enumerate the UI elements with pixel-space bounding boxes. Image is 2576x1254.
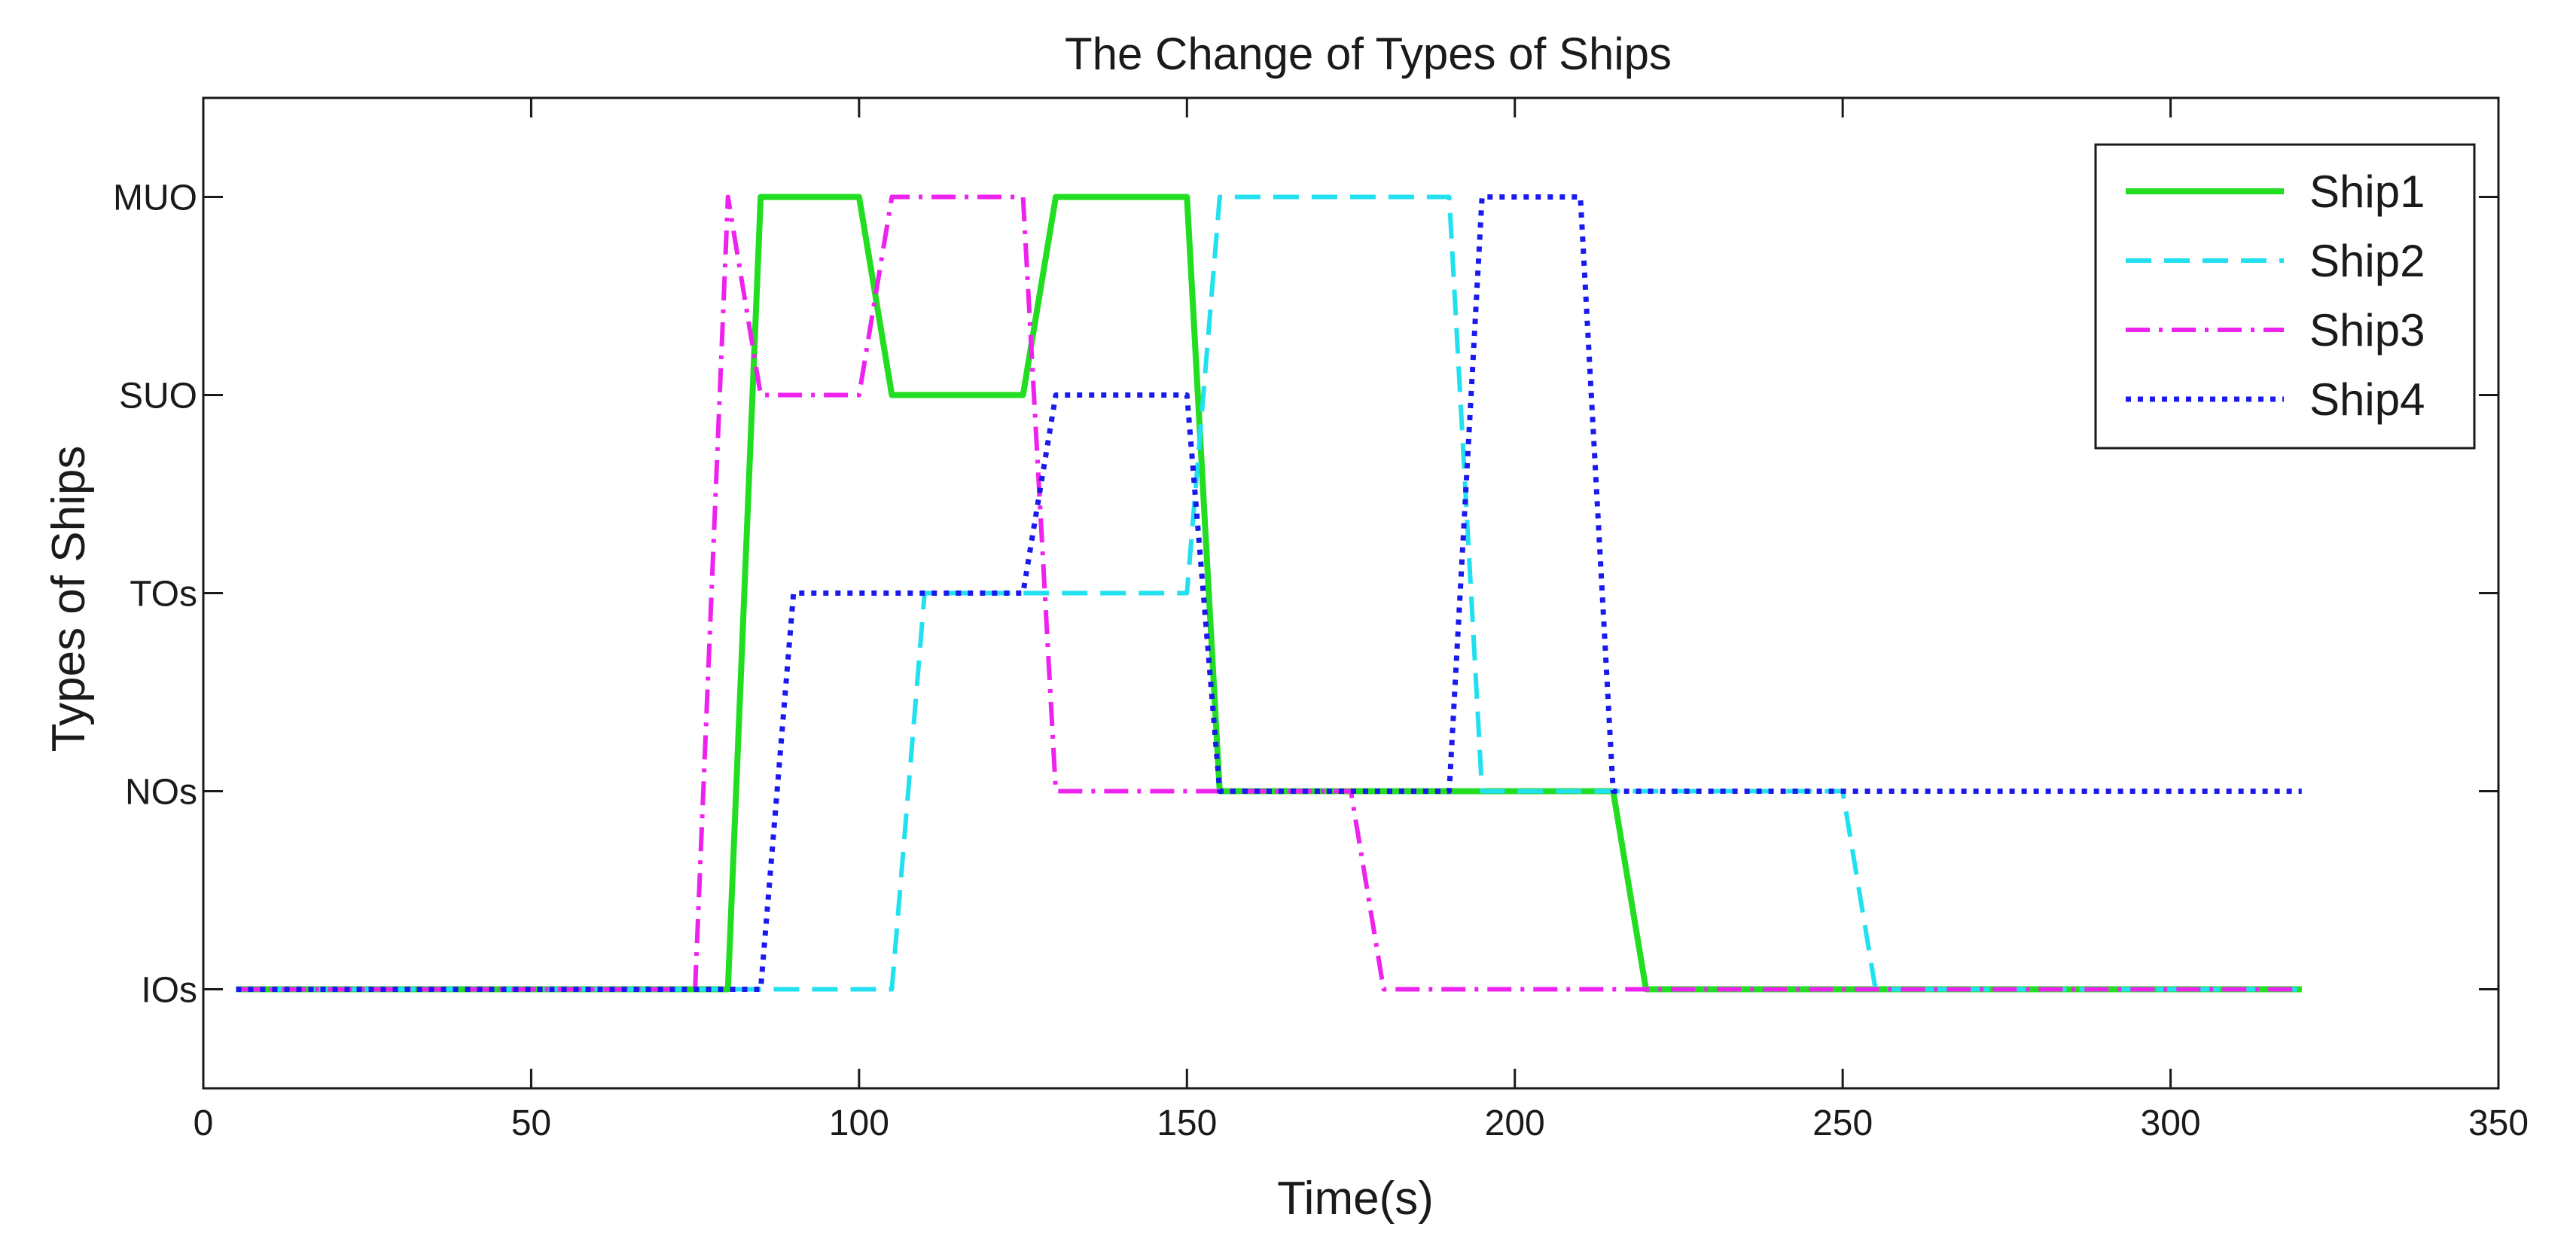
x-tick-label: 150: [1157, 1103, 1217, 1143]
y-tick-label: NOs: [125, 773, 197, 813]
chart-title: The Change of Types of Ships: [1065, 29, 1672, 79]
y-tick-label: SUO: [119, 377, 197, 416]
legend-label-ship3: Ship3: [2309, 305, 2425, 355]
y-axis-label: Types of Ships: [43, 446, 95, 752]
x-tick-label: 250: [1812, 1103, 1873, 1143]
legend-label-ship4: Ship4: [2309, 374, 2425, 425]
y-tick-label: TOs: [130, 575, 197, 615]
series-line-ship2: [236, 194, 2302, 992]
series-line-ship3: [236, 194, 2302, 992]
series-line-ship4: [236, 194, 2302, 992]
x-axis-label: Time(s): [1277, 1173, 1434, 1225]
x-tick-label: 350: [2468, 1103, 2529, 1143]
y-tick-label: MUO: [113, 178, 197, 218]
legend-label-ship2: Ship2: [2309, 236, 2425, 286]
x-tick-label: 0: [194, 1103, 214, 1143]
y-tick-label: IOs: [141, 971, 197, 1011]
legend: Ship1 Ship2 Ship3 Ship4: [2094, 143, 2476, 450]
x-tick-label: 200: [1485, 1103, 1545, 1143]
legend-box: [2094, 143, 2476, 450]
x-tick-label: 50: [511, 1103, 551, 1143]
series-line-ship1: [236, 194, 2302, 993]
x-tick-label: 100: [829, 1103, 889, 1143]
x-tick-label: 300: [2141, 1103, 2201, 1143]
plot-area: 0 50 100 150 200 250 300 350 IOs NOs TOs SUO MUO: [113, 96, 2529, 1143]
legend-label-ship1: Ship1: [2309, 166, 2425, 217]
